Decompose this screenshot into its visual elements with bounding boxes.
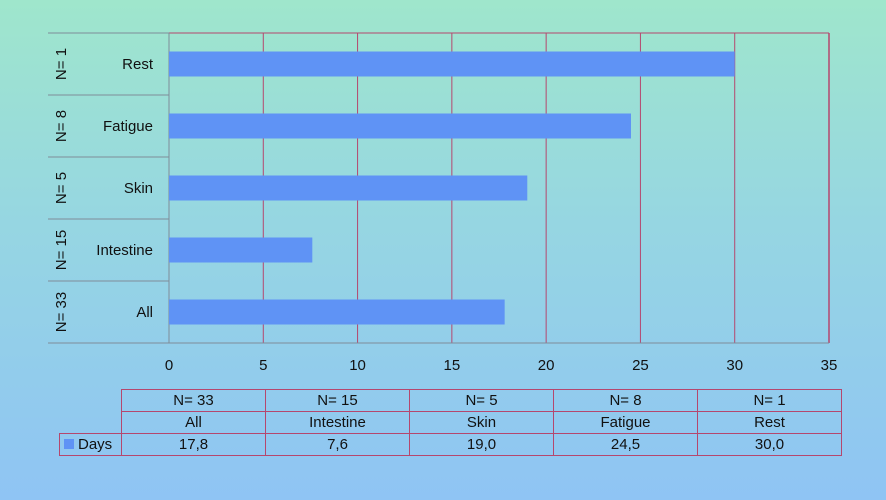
- table-cell-category: Fatigue: [553, 411, 698, 434]
- table-cell-group: N= 8: [553, 389, 698, 412]
- x-tick-label: 30: [726, 357, 743, 374]
- group-label: N= 8: [53, 110, 70, 142]
- group-label: N= 1: [53, 48, 70, 80]
- table-cell-group: N= 5: [409, 389, 554, 412]
- x-tick-label: 5: [259, 357, 267, 374]
- legend-swatch: [64, 439, 74, 450]
- group-label: N= 15: [53, 230, 70, 270]
- group-label: N= 5: [53, 172, 70, 204]
- x-tick-label: 25: [632, 357, 649, 374]
- category-label: Rest: [122, 56, 154, 73]
- table-row-groups: N= 33 N= 15 N= 5 N= 8 N= 1: [60, 389, 842, 412]
- x-tick-label: 10: [349, 357, 366, 374]
- bar: [169, 51, 735, 77]
- group-label: N= 33: [53, 292, 70, 332]
- x-tick-label: 15: [444, 357, 461, 374]
- table-cell-value: 19,0: [409, 433, 554, 456]
- table-cell-value: 7,6: [265, 433, 410, 456]
- bar: [169, 113, 631, 139]
- bar: [169, 299, 505, 325]
- table-cell-group: N= 1: [697, 389, 842, 412]
- category-label: Skin: [124, 180, 153, 197]
- legend-label: Days: [78, 436, 113, 453]
- table-row-categories: All Intestine Skin Fatigue Rest: [60, 411, 842, 434]
- x-tick-label: 20: [538, 357, 555, 374]
- x-tick-label: 0: [165, 357, 173, 374]
- table-cell-value: 17,8: [121, 433, 266, 456]
- bar-chart: 0 5 10 15 20 25 30 35 All N= 33 Intestine N= 15 Skin…: [48, 32, 838, 374]
- table-cell-category: Rest: [697, 411, 842, 434]
- data-table: N= 33 N= 15 N= 5 N= 8 N= 1 All Intestine…: [59, 389, 842, 456]
- legend-item: Days: [59, 433, 122, 456]
- bar: [169, 237, 313, 263]
- category-label: Intestine: [96, 242, 153, 259]
- table-cell-group: N= 33: [121, 389, 266, 412]
- table-row-values: Days 17,8 7,6 19,0 24,5 30,0: [59, 433, 842, 456]
- category-label: Fatigue: [103, 118, 153, 135]
- table-cell-category: Intestine: [265, 411, 410, 434]
- x-tick-label: 35: [821, 357, 838, 374]
- table-cell-category: Skin: [409, 411, 554, 434]
- table-cell-value: 30,0: [697, 433, 842, 456]
- category-label: All: [136, 304, 153, 321]
- bar: [169, 175, 528, 201]
- table-cell-group: N= 15: [265, 389, 410, 412]
- table-cell-value: 24,5: [553, 433, 698, 456]
- table-cell-category: All: [121, 411, 266, 434]
